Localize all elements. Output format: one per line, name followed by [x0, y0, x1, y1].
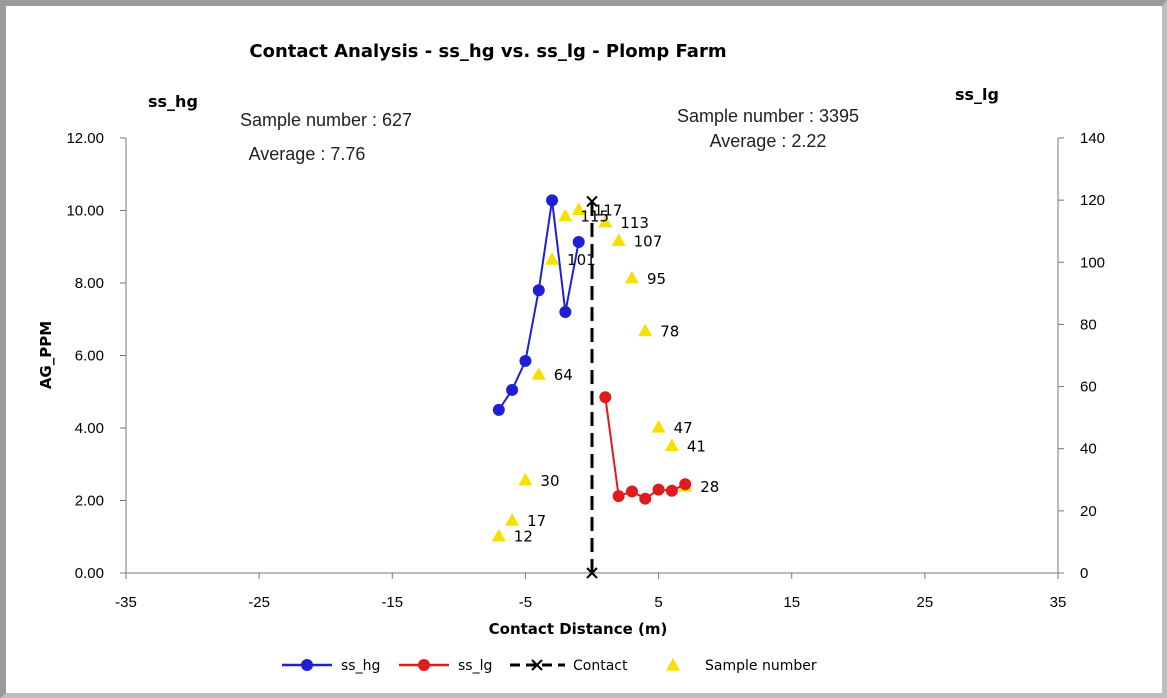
ss_lg-point	[625, 485, 638, 498]
sample-number-marker	[518, 472, 533, 486]
x-tick-label: 25	[917, 594, 934, 611]
x-axis-title: Contact Distance (m)	[489, 620, 668, 638]
sample-number-label: 78	[660, 323, 679, 341]
y-axis-title: AG_PPM	[37, 321, 55, 389]
ss_hg-point	[532, 284, 545, 297]
sample-number-marker	[611, 233, 626, 247]
sample-number-marker	[505, 513, 520, 526]
sample-number-marker	[638, 323, 653, 337]
sample-number-label: 95	[647, 270, 666, 288]
axes: -35 -25 -15 -5 5 15 25 35 0.00 2.00 4.00 6.00 8.00 10…	[66, 130, 1105, 611]
sample-number-marker	[558, 208, 573, 222]
y-tick-label: 2.00	[75, 493, 104, 510]
contact-marker	[586, 195, 598, 208]
ss_lg-point	[679, 478, 692, 491]
legend-contact-marker	[531, 659, 543, 671]
right-series-title: ss_lg	[955, 85, 999, 104]
y-tick-label: 12.00	[66, 130, 104, 147]
chart-title: Contact Analysis - ss_hg vs. ss_lg - Plo…	[249, 41, 726, 62]
sample-number-label: 12	[514, 528, 533, 546]
y2-tick-label: 80	[1080, 316, 1097, 333]
legend: ss_hg ss_lg Contact Sample number	[282, 658, 817, 674]
sample-number-label: 113	[620, 214, 649, 232]
sample-number-label: 107	[634, 233, 663, 251]
contact-marker	[586, 567, 598, 579]
left-average: Average : 7.76	[249, 144, 366, 164]
sample-number-label: 101	[567, 251, 596, 269]
sample-number-marker	[651, 419, 666, 433]
y2-tick-label: 20	[1080, 503, 1097, 520]
ss_hg-point	[519, 354, 532, 367]
left-series-title: ss_hg	[148, 92, 198, 111]
ss_hg-point	[559, 306, 572, 318]
left-sample-number: Sample number : 627	[240, 110, 412, 130]
x-tick-label: -5	[519, 594, 532, 611]
y-tick-label: 10.00	[66, 203, 104, 220]
y-tick-label: 8.00	[75, 275, 104, 292]
x-tick-label: -25	[248, 594, 270, 611]
right-sample-number: Sample number : 3395	[677, 106, 859, 126]
ss_hg-point	[506, 383, 519, 396]
y2-tick-label: 140	[1080, 130, 1105, 147]
legend-contact-label: Contact	[573, 658, 628, 674]
x-tick-label: -35	[115, 594, 137, 611]
ss_lg-point	[665, 484, 678, 497]
legend-ss_hg-label: ss_hg	[341, 658, 380, 674]
sample-number-label: 17	[527, 512, 546, 530]
ss_hg-point	[492, 403, 505, 416]
ss_lg-point	[639, 492, 652, 505]
ss_lg-point	[652, 483, 665, 496]
legend-ss_lg-label: ss_lg	[458, 658, 492, 674]
sample-number-marker	[664, 438, 679, 452]
y-tick-label: 6.00	[75, 348, 104, 365]
x-tick-label: 15	[783, 594, 800, 611]
sample-number-label: 115	[580, 208, 609, 226]
legend-sample-number-marker	[666, 658, 680, 671]
sample-number-marker	[491, 528, 506, 542]
sample-number-marker	[598, 214, 613, 228]
y-tick-label: 0.00	[75, 565, 104, 582]
sample-number-label: 28	[700, 478, 719, 496]
sample-number-marker	[531, 367, 546, 380]
sample-number-label: 47	[674, 419, 693, 437]
y2-tick-label: 60	[1080, 379, 1097, 396]
legend-sample-number-label: Sample number	[705, 658, 817, 674]
sample-number-marker	[545, 252, 560, 265]
ss_hg-point	[546, 194, 559, 207]
right-average: Average : 2.22	[710, 131, 827, 151]
ss_lg-point	[599, 391, 612, 404]
x-tick-label: -15	[381, 594, 403, 611]
x-tick-label: 35	[1050, 594, 1067, 611]
sample-number-marker	[571, 202, 586, 216]
chart-marks	[491, 194, 693, 579]
y2-tick-label: 120	[1080, 192, 1105, 209]
legend-ss_hg-marker	[301, 659, 313, 671]
legend-ss_lg-marker	[418, 659, 430, 671]
x-tick-label: 5	[654, 594, 662, 611]
y2-tick-label: 100	[1080, 254, 1105, 271]
sample-number-label: 30	[540, 472, 559, 490]
y2-tick-label: 0	[1080, 565, 1088, 582]
sample-number-label: 64	[554, 366, 573, 384]
y2-tick-label: 40	[1080, 441, 1097, 458]
sample-number-label: 41	[687, 438, 706, 456]
sample-number-marker	[624, 270, 639, 284]
ss_hg-point	[572, 236, 585, 249]
sample-number-label: 117	[594, 201, 623, 219]
ss_lg-point	[612, 490, 625, 503]
y-tick-label: 4.00	[75, 420, 104, 437]
